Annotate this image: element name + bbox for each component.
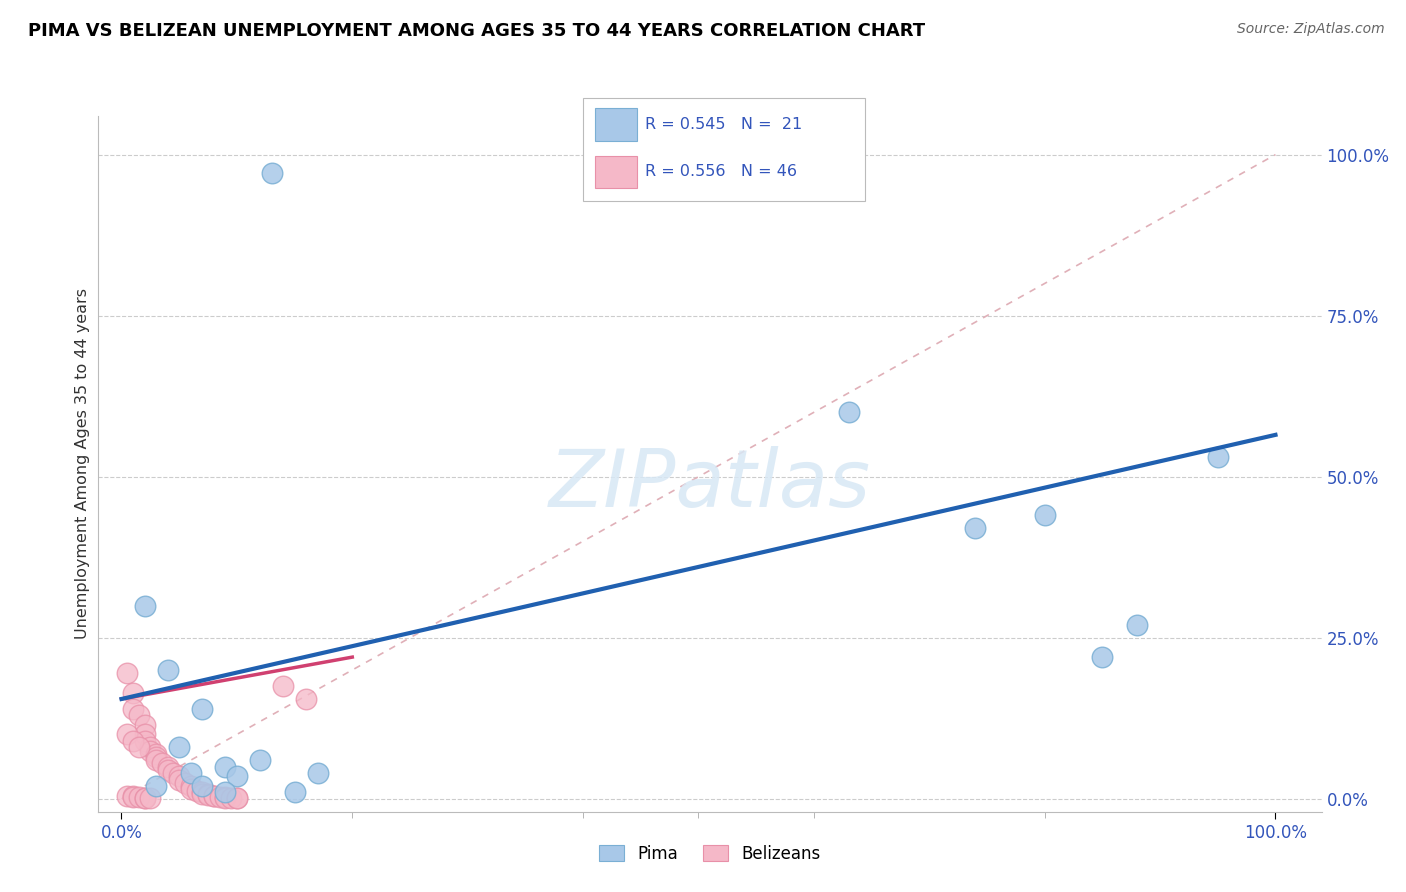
Point xyxy=(271,679,294,693)
Point xyxy=(156,763,179,777)
Text: R = 0.556   N = 46: R = 0.556 N = 46 xyxy=(645,164,797,179)
Point xyxy=(1091,650,1114,665)
Point xyxy=(214,789,236,804)
Point xyxy=(1206,450,1229,465)
Point xyxy=(156,663,179,677)
Point xyxy=(284,785,307,799)
Point xyxy=(208,789,231,804)
Point xyxy=(180,766,202,780)
Point xyxy=(128,708,150,723)
Point xyxy=(180,782,202,797)
Point xyxy=(307,766,329,780)
Point xyxy=(197,788,219,802)
Point xyxy=(174,775,197,790)
Point xyxy=(117,727,139,741)
Point xyxy=(122,789,145,804)
Point xyxy=(139,743,162,757)
Text: R = 0.545   N =  21: R = 0.545 N = 21 xyxy=(645,117,803,132)
Point xyxy=(128,789,150,804)
Point xyxy=(139,791,162,805)
Point xyxy=(837,405,859,419)
Point xyxy=(225,791,247,805)
Point xyxy=(167,772,190,787)
Point xyxy=(122,789,145,804)
FancyBboxPatch shape xyxy=(595,109,637,141)
Point xyxy=(117,666,139,681)
Point xyxy=(134,734,156,748)
Point xyxy=(249,753,271,767)
FancyBboxPatch shape xyxy=(583,98,865,201)
Point xyxy=(134,790,156,805)
Point xyxy=(191,701,214,715)
Text: PIMA VS BELIZEAN UNEMPLOYMENT AMONG AGES 35 TO 44 YEARS CORRELATION CHART: PIMA VS BELIZEAN UNEMPLOYMENT AMONG AGES… xyxy=(28,22,925,40)
Point xyxy=(225,769,247,783)
Point xyxy=(122,685,145,699)
Point xyxy=(162,766,184,780)
Point xyxy=(191,779,214,793)
Point xyxy=(1033,508,1056,523)
Point xyxy=(202,789,225,804)
Point xyxy=(145,753,167,767)
Point xyxy=(145,779,167,793)
Point xyxy=(197,788,219,802)
Legend: Pima, Belizeans: Pima, Belizeans xyxy=(592,838,828,870)
Point xyxy=(186,784,208,798)
Point xyxy=(134,790,156,805)
Point xyxy=(122,701,145,715)
Text: ZIPatlas: ZIPatlas xyxy=(548,446,872,524)
Point xyxy=(295,692,318,706)
Y-axis label: Unemployment Among Ages 35 to 44 years: Unemployment Among Ages 35 to 44 years xyxy=(75,288,90,640)
Point xyxy=(145,747,167,761)
Point xyxy=(191,785,214,799)
Point xyxy=(134,717,156,731)
Point xyxy=(965,521,987,535)
Point xyxy=(156,759,179,773)
Point xyxy=(117,789,139,803)
Point xyxy=(260,166,283,180)
Point xyxy=(219,790,242,805)
Point xyxy=(214,785,236,799)
FancyBboxPatch shape xyxy=(595,155,637,188)
Point xyxy=(139,740,162,755)
Point xyxy=(167,769,190,783)
Text: Source: ZipAtlas.com: Source: ZipAtlas.com xyxy=(1237,22,1385,37)
Point xyxy=(134,599,156,613)
Point xyxy=(128,740,150,755)
Point xyxy=(756,166,779,180)
Point xyxy=(191,787,214,801)
Point xyxy=(134,727,156,741)
Point xyxy=(214,759,236,773)
Point xyxy=(145,750,167,764)
Point xyxy=(214,790,236,805)
Point xyxy=(202,789,225,803)
Point xyxy=(225,791,247,805)
Point xyxy=(1126,618,1149,632)
Point xyxy=(167,740,190,755)
Point xyxy=(150,756,173,771)
Point xyxy=(122,734,145,748)
Point xyxy=(180,779,202,793)
